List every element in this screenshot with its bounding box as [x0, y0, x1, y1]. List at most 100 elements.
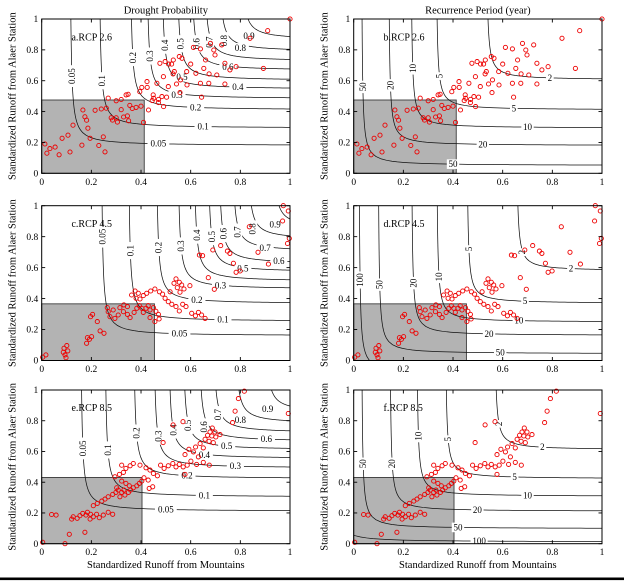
contour-line-2 [517, 205, 603, 270]
contour-label-0.2: 0.2 [128, 49, 138, 67]
scatter-point [433, 487, 439, 493]
scatter-point [468, 316, 474, 322]
scatter-point [391, 142, 397, 148]
scatter-point [137, 89, 143, 95]
scatter-point [488, 308, 494, 314]
scatter-point [65, 132, 71, 138]
contour-label-text: 0.7 [213, 408, 223, 420]
scatter-point [400, 511, 406, 517]
contour-label-text: 5 [512, 103, 517, 113]
x-tick-label: 0.6 [185, 548, 197, 558]
scatter-point [577, 261, 583, 267]
scatter-point [521, 425, 527, 431]
scatter-point [451, 84, 457, 90]
y-tick-label: 0 [33, 170, 38, 180]
scatter-point [371, 135, 377, 141]
scatter-point [246, 224, 252, 230]
contour-label-text: 0.6 [261, 434, 273, 444]
contour-label-text: 0.3 [230, 461, 242, 471]
contour-labels: 100 50 50 20 20 10 10 5 5 2 2 [358, 419, 547, 546]
scatter-point [473, 465, 479, 471]
scatter-point [443, 309, 449, 315]
scatter-point [233, 64, 239, 70]
scatter-point [92, 107, 98, 113]
scatter-point [96, 142, 102, 149]
contour-line-2 [495, 390, 603, 450]
scatter-point [173, 304, 179, 310]
scatter-point [79, 142, 85, 148]
contour-label-text: 0.5 [237, 263, 249, 273]
scatter-point [477, 299, 483, 305]
contour-label-text: 10 [413, 431, 423, 441]
scatter-point [265, 261, 271, 267]
contour-label-text: 0.7 [260, 243, 272, 253]
contour-label-text: 0.2 [191, 295, 202, 305]
scatter-point [83, 512, 89, 518]
scatter-point [553, 388, 559, 394]
contour-line-50 [378, 205, 603, 354]
contour-line-50 [361, 19, 603, 166]
scatter-point [100, 512, 106, 518]
scatter-point [197, 80, 203, 86]
scatter-point [377, 348, 383, 354]
y-tick-label: 0 [33, 540, 38, 550]
x-tick-label: 0.8 [546, 178, 558, 188]
scatter-point [483, 69, 489, 75]
scatter-point [150, 470, 156, 477]
axis-ticks [353, 205, 603, 361]
scatter-point [150, 92, 156, 98]
scatter-point [506, 461, 512, 467]
contour-label-0.7 [256, 243, 274, 253]
contour-label-2: 2 [517, 248, 527, 256]
scatter-point [105, 95, 111, 101]
scatter-point [118, 96, 124, 103]
contour-label-text: 50 [449, 159, 459, 169]
contour-line-0.1 [105, 390, 291, 497]
scatter-point [412, 512, 418, 518]
scatter-point [424, 315, 430, 321]
y-axis-label: Standardized Runoff from Alaer Station [8, 382, 19, 551]
scatter-point [396, 117, 402, 123]
scatter-point [193, 70, 199, 76]
scatter-point [412, 134, 418, 140]
scatter-point [232, 408, 238, 414]
scatter-point [44, 150, 50, 156]
subplot-tag: d.RCP 4.5 [383, 219, 424, 230]
scatter-point [500, 61, 506, 67]
scatter-point [457, 107, 464, 113]
scatter-point [467, 311, 473, 317]
contour-label-text: 0.6 [273, 256, 285, 266]
y-tick-label: 0.6 [26, 448, 38, 458]
scatter-point [174, 285, 180, 291]
scatter-point [190, 449, 196, 455]
x-tick-label: 0.2 [397, 548, 409, 558]
scatter-point [489, 90, 495, 96]
contour-label-10: 10 [413, 429, 423, 443]
scatter-point [492, 301, 498, 307]
scatter-point [184, 82, 190, 88]
drought-zone-shade [41, 99, 145, 174]
contour-label-0.8: 0.8 [219, 32, 229, 50]
scatter-point [417, 95, 423, 101]
scatter-point [202, 315, 208, 321]
scatter-point [140, 309, 146, 315]
scatter-point [210, 247, 216, 253]
scatter-point [63, 355, 69, 361]
contour-label-text: 5 [523, 296, 528, 306]
scatter-point [94, 511, 100, 517]
contour-label-text: 0.05 [78, 440, 88, 456]
scatter-point [247, 35, 253, 41]
scatter-point [482, 57, 488, 63]
contour-label-0.3: 0.3 [153, 427, 163, 445]
scatter-point [114, 119, 120, 125]
x-tick-label: 0.4 [135, 178, 147, 188]
scatter-point [123, 465, 129, 471]
scatter-point [572, 65, 578, 71]
contour-line-0.9 [271, 390, 291, 407]
contour-label-100 [470, 536, 488, 546]
scatter-point [144, 84, 150, 90]
scatter-point [169, 61, 175, 67]
scatter-point [502, 44, 508, 50]
contour-label-text: 20 [385, 80, 395, 90]
scatter-point [160, 74, 166, 80]
